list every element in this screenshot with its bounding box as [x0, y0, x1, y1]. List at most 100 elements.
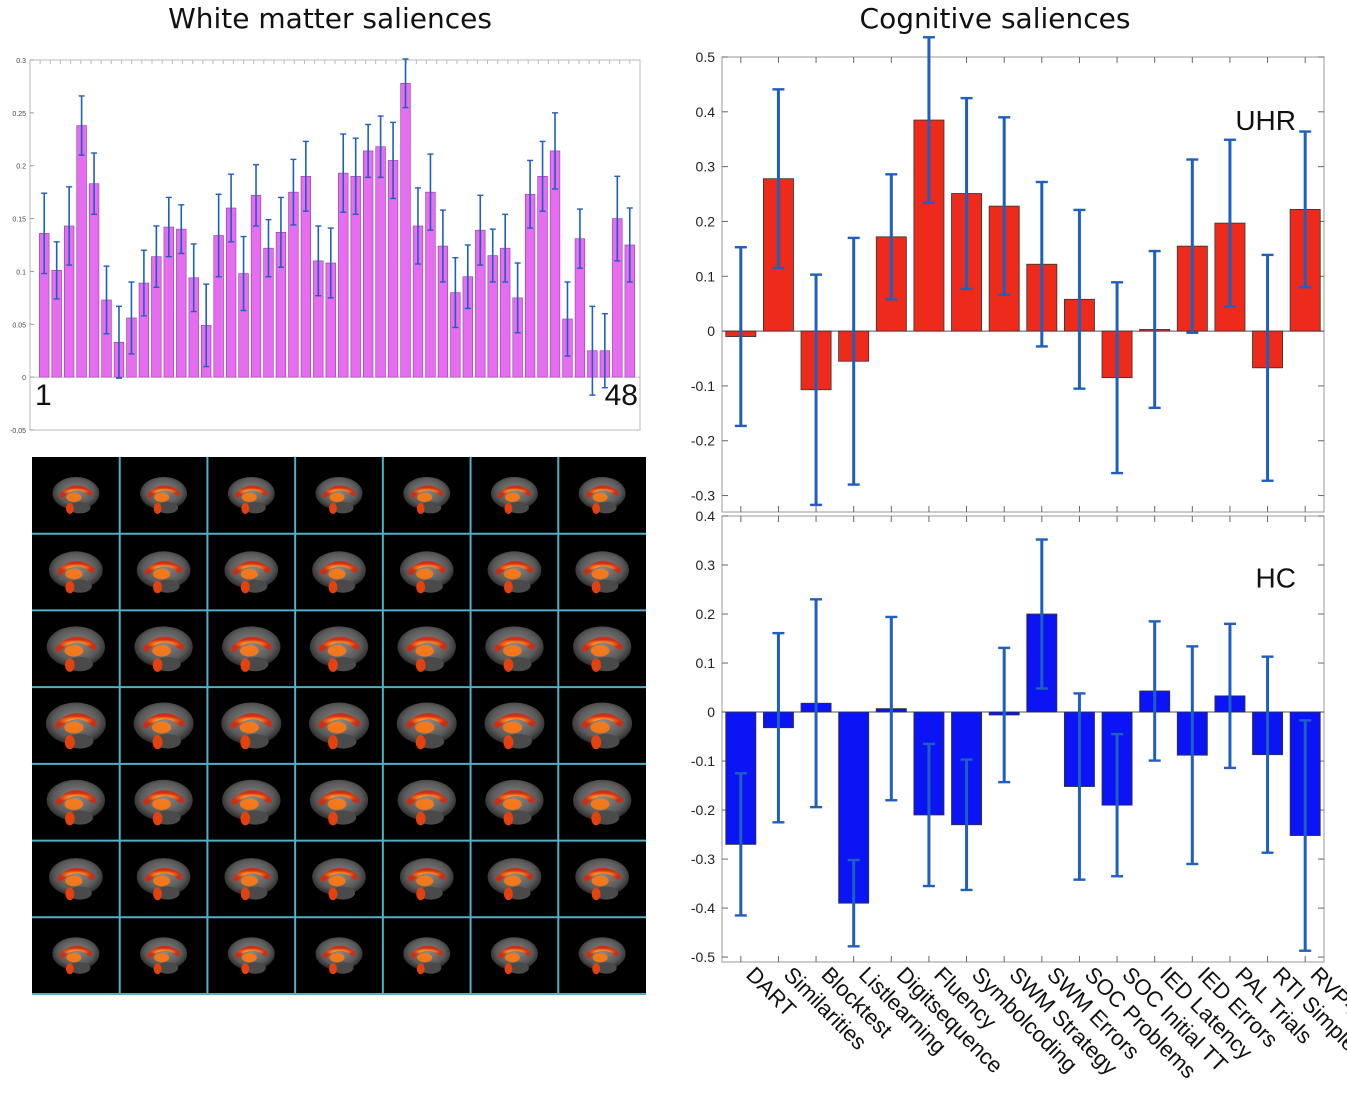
brain-slice — [485, 779, 544, 826]
brain-slice — [46, 779, 106, 826]
callosum-salience — [498, 945, 531, 958]
brain-slice — [578, 476, 626, 514]
brain-slice — [52, 937, 100, 975]
brain-slice — [578, 937, 626, 975]
cog-y-tick-label: -0.5 — [691, 949, 715, 965]
callosum-salience — [581, 790, 623, 806]
core-salience — [241, 953, 257, 963]
callosum-salience — [320, 560, 358, 575]
callosum-salience — [495, 560, 534, 575]
brain-slice — [134, 779, 193, 826]
callosum-salience — [143, 790, 184, 806]
cog-y-tick-label: 0.2 — [696, 606, 716, 622]
brainstem-salience — [153, 503, 162, 514]
brain-slice — [309, 779, 369, 826]
brain-slice — [222, 626, 281, 672]
callosum-salience — [230, 713, 273, 729]
cog-y-tick-label: 0.3 — [696, 557, 716, 573]
brain-cerebellum — [244, 962, 266, 974]
brain-cerebellum — [507, 501, 529, 514]
core-salience — [502, 721, 523, 734]
brainstem-salience — [504, 503, 513, 514]
callosum-salience — [143, 636, 184, 652]
brain-slice — [572, 779, 632, 826]
core-salience — [592, 492, 608, 502]
brain-slice — [133, 702, 194, 750]
brain-slice — [45, 702, 106, 750]
callosum-salience — [410, 945, 444, 958]
cog-y-tick-label: 0 — [707, 323, 715, 339]
callosum-salience — [322, 945, 356, 958]
brainstem-salience — [240, 735, 251, 750]
brainstem-salience — [65, 580, 75, 594]
core-salience — [328, 875, 346, 887]
core-salience — [503, 568, 522, 580]
cog-y-tick-label: 0.3 — [696, 159, 716, 175]
brain-slice — [312, 551, 366, 594]
cog-y-tick-label: -0.3 — [691, 488, 715, 504]
brainstem-salience — [152, 735, 163, 750]
callosum-salience — [493, 713, 536, 729]
callosum-salience — [406, 790, 448, 806]
callosum-salience — [59, 945, 93, 958]
core-salience — [416, 875, 434, 887]
cog-y-tick-label: 0.4 — [696, 508, 716, 524]
brainstem-salience — [152, 811, 163, 826]
callosum-salience — [581, 636, 623, 652]
wm-y-tick-label: 0.3 — [16, 58, 26, 65]
wm-bar — [362, 150, 374, 378]
core-salience — [415, 645, 435, 657]
core-salience — [154, 492, 170, 502]
callosum-salience — [407, 560, 446, 575]
callosum-salience — [144, 867, 183, 882]
cog-y-tick-label: 0.1 — [696, 655, 716, 671]
brainstem-salience — [328, 658, 338, 672]
brainstem-salience — [152, 658, 163, 672]
wm-y-tick-label: 0.2 — [16, 164, 26, 171]
callosum-salience — [322, 485, 356, 498]
brain-slice — [485, 626, 544, 672]
brainstem-salience — [240, 811, 251, 826]
brain-slice — [315, 937, 363, 975]
brainstem-salience — [503, 887, 513, 901]
core-salience — [327, 721, 347, 734]
core-salience — [154, 953, 170, 963]
brainstem-salience — [65, 503, 74, 514]
callosum-salience — [494, 636, 535, 652]
callosum-salience — [142, 713, 185, 729]
callosum-salience — [318, 790, 360, 806]
brain-slice — [312, 858, 366, 901]
callosum-salience — [407, 867, 446, 882]
callosum-salience — [581, 713, 624, 729]
brain-slice — [572, 702, 633, 750]
core-salience — [503, 798, 522, 810]
white-matter-chart: -0.05 0 0.05 0.1 0.15 0.2 0.25 0.3 1 48 — [10, 58, 641, 435]
brain-cerebellum — [595, 962, 617, 974]
brainstem-salience — [503, 735, 514, 750]
brainstem-salience — [241, 963, 250, 975]
core-salience — [327, 798, 347, 810]
wm-y-tick-label: 0.25 — [12, 111, 26, 118]
cog-y-tick-label: 0 — [707, 704, 715, 720]
callosum-salience — [55, 636, 97, 652]
callosum-salience — [147, 945, 180, 958]
core-salience — [152, 798, 171, 810]
brain-slice — [227, 937, 275, 975]
core-salience — [327, 645, 347, 657]
callosum-salience — [230, 790, 272, 806]
brain-slice — [399, 551, 454, 594]
brainstem-salience — [241, 503, 250, 514]
core-salience — [503, 645, 522, 657]
core-salience — [590, 721, 610, 734]
brainstem-salience — [415, 658, 426, 672]
callosum-salience — [232, 560, 271, 575]
core-salience — [415, 721, 435, 734]
brainstem-salience — [503, 658, 514, 672]
brain-slice — [487, 551, 542, 594]
brain-cerebellum — [420, 962, 442, 974]
wm-y-tick-label: 0.15 — [12, 217, 26, 224]
core-salience — [65, 875, 83, 887]
hc-chart: -0.5-0.4-0.3-0.2-0.100.10.20.30.4HCDARTS… — [691, 508, 1347, 1083]
brainstem-salience — [416, 580, 426, 594]
